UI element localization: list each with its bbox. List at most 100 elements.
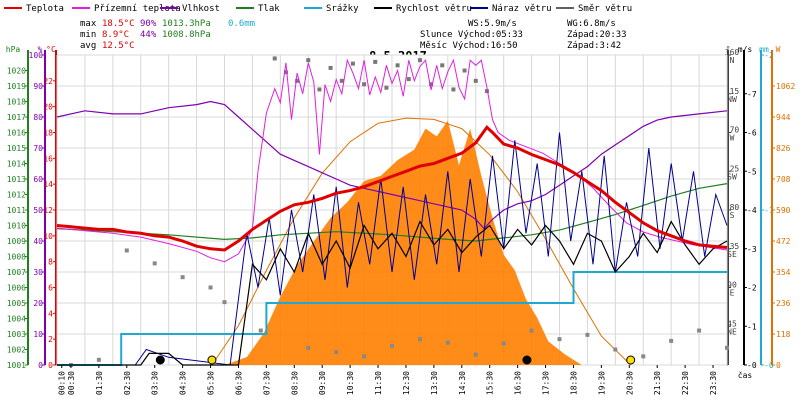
- axis-hpa-label-14: 1015: [7, 144, 26, 153]
- x-tick-label-20: 19:30: [597, 371, 606, 395]
- legend-label-0: Teplota: [26, 4, 64, 14]
- stat-min-press: 1008.8hPa: [162, 30, 211, 40]
- wind-direction-day-point-3: [306, 58, 311, 63]
- x-tick-label-12: 11:30: [374, 371, 383, 395]
- axis-hpa-label-0: 1001: [7, 361, 26, 370]
- x-tick-label-10: 09:30: [318, 371, 327, 395]
- wind-direction-point-2: [124, 248, 129, 253]
- right-axes: °360N315NW270W225SW180S135SE90E45NEm/s-0…: [725, 45, 796, 370]
- axis-deg-label-5: 135: [725, 242, 740, 251]
- axis-deg-dir-1: NW: [727, 95, 737, 104]
- wind-direction-day-point-2: [295, 78, 300, 83]
- x-tick-label-0: 00:10: [58, 371, 67, 395]
- x-tick-label-11: 10:30: [346, 371, 355, 395]
- x-tick-label-8: 07:30: [262, 371, 271, 395]
- legend-label-3: Tlak: [258, 4, 280, 14]
- axis-hpa-unit: hPa: [6, 45, 21, 54]
- wind-direction-day-point-1: [283, 70, 288, 75]
- stat-wg: WG:6.8m/s: [567, 19, 616, 29]
- axis-w: W 0 118 236 354 472 590 708 826 944 1062: [771, 45, 795, 370]
- axis-pct-label-9: 90: [33, 82, 43, 91]
- stat-sun-rise: Slunce Východ:05:33: [420, 30, 523, 40]
- wind-direction-point-19: [613, 347, 618, 352]
- axis-celsius-label-10: 20: [43, 103, 53, 112]
- sunset-marker: [626, 355, 636, 365]
- wind-direction-point-11: [390, 344, 394, 349]
- moonset-marker: [155, 355, 165, 365]
- x-tick-label-3: 02:30: [123, 371, 132, 395]
- left-axes: hPa1001100210031004100510061007100810091…: [6, 45, 57, 370]
- legend-label-6: Náraz větru: [492, 4, 552, 14]
- wind-direction-point-21: [669, 338, 674, 343]
- axis-ms-label-5: -5: [747, 167, 757, 176]
- axis-celsius-unit: °C: [46, 45, 56, 54]
- legend-label-1: Přízemní teplota: [94, 4, 181, 14]
- axis-hpa-label-3: 1004: [7, 315, 26, 324]
- axis-celsius-label-0: 0: [48, 361, 53, 370]
- x-tick-label-21: 20:30: [625, 371, 634, 395]
- x-tick-label-1: 00:30: [67, 371, 76, 395]
- axis-ms-unit: m/s: [738, 45, 753, 54]
- stat-sun-set: Západ:20:33: [567, 30, 627, 40]
- axis-w-label-0: 0: [776, 361, 781, 370]
- axis-w-unit: W: [776, 45, 781, 54]
- axis-deg-dir-7: NE: [727, 327, 737, 336]
- wind-direction-day-point-12: [406, 77, 411, 82]
- axis-deg-dir-0: N: [730, 56, 735, 65]
- axis-hpa-label-16: 1017: [7, 113, 26, 122]
- axis-w-label-6: 708: [776, 175, 791, 184]
- axis-hpa-label-15: 1016: [7, 129, 26, 138]
- axis-hpa-label-19: 1020: [7, 67, 26, 76]
- legend-label-7: Směr větru: [578, 4, 632, 14]
- x-tick-label-2: 01:30: [95, 371, 104, 395]
- series-solar-theoretical: [211, 117, 632, 366]
- wind-direction-point-13: [445, 340, 450, 345]
- stat-min-label: min: [80, 30, 96, 40]
- wind-direction-day-point-4: [317, 87, 322, 92]
- wind-direction-point-7: [258, 328, 263, 333]
- x-tick-label-17: 16:30: [514, 371, 523, 395]
- wind-direction-day-point-16: [451, 87, 456, 92]
- axis-w-label-9: 1062: [776, 82, 795, 91]
- x-tick-label-13: 12:30: [402, 371, 411, 395]
- wind-direction-point-5: [208, 285, 213, 290]
- x-tick-label-23: 22:30: [681, 371, 690, 395]
- axis-ms-label-1: -1: [747, 322, 757, 331]
- stat-min-temp: 8.9°C: [102, 30, 129, 40]
- sunrise-marker: [207, 355, 217, 365]
- x-tick-label-24: 23:30: [709, 371, 718, 395]
- axis-pct-label-8: 80: [33, 113, 43, 122]
- markers: [155, 355, 636, 365]
- axis-hpa-label-8: 1009: [7, 237, 26, 246]
- x-tick-label-14: 13:30: [430, 371, 439, 395]
- axis-hpa-label-11: 1012: [7, 191, 26, 200]
- axis-deg-dir-5: SE: [727, 250, 737, 259]
- axis-mm-label-2: -2: [764, 51, 774, 60]
- wind-direction-point-18: [585, 332, 590, 337]
- axis-ms-label-7: -7: [747, 90, 757, 99]
- x-tick-label-19: 18:30: [569, 371, 578, 395]
- axis-hpa-label-10: 1011: [7, 206, 26, 215]
- axis-hpa-label-9: 1010: [7, 222, 26, 231]
- axis-ms-label-2: -2: [747, 284, 757, 293]
- axis-w-label-7: 826: [776, 144, 791, 153]
- wind-direction-point-10: [362, 354, 367, 359]
- axis-w-label-4: 472: [776, 237, 791, 246]
- plot-area: [56, 54, 729, 367]
- series-wind-gust: [57, 132, 728, 366]
- stat-max-press: 1013.3hPa: [162, 19, 211, 29]
- axis-hpa-label-7: 1008: [7, 253, 26, 262]
- axis-hpa-label-17: 1018: [7, 98, 26, 107]
- axis-deg-label-0: 360: [725, 48, 740, 57]
- series-rain: [57, 271, 727, 366]
- axis-celsius-label-11: 22: [43, 77, 53, 86]
- axis-ms-label-6: -6: [747, 129, 757, 138]
- series-temperature: [56, 125, 728, 252]
- x-tick-label-9: 08:30: [290, 371, 299, 395]
- axis-deg-label-3: 225: [725, 164, 740, 173]
- x-tick-label-7: 06:30: [234, 371, 243, 395]
- axis-pct-label-7: 70: [33, 144, 43, 153]
- axis-deg-unit: °: [726, 45, 731, 54]
- axis-celsius-label-5: 10: [43, 232, 53, 241]
